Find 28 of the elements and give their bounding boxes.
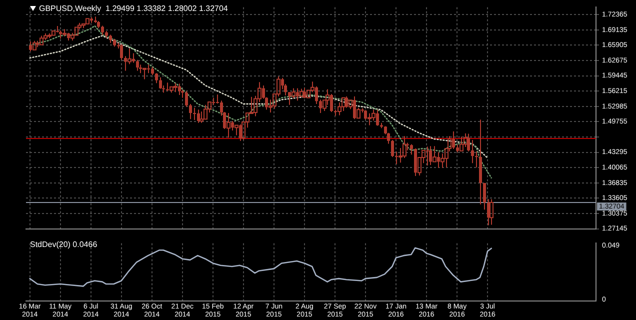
- candlestick: [391, 139, 394, 158]
- line-series: [29, 25, 492, 178]
- candlestick: [189, 103, 192, 120]
- candlestick: [197, 109, 200, 124]
- candlestick: [460, 136, 464, 152]
- line-series: [29, 35, 488, 159]
- candlestick: [200, 111, 204, 124]
- candlestick: [193, 107, 196, 121]
- candlestick: [475, 150, 478, 168]
- candlestick: [471, 139, 474, 164]
- candlestick: [120, 44, 123, 60]
- candlestick: [86, 18, 90, 24]
- candlestick: [490, 198, 494, 226]
- candlestick: [101, 25, 104, 36]
- candlestick: [155, 72, 158, 84]
- candlestick: [226, 112, 230, 138]
- chart-title: GBPUSD,Weekly 1.29499 1.33382 1.28002 1.32704: [39, 4, 228, 13]
- candlestick: [159, 76, 162, 90]
- candlestick: [368, 112, 372, 126]
- candlestick: [136, 59, 139, 72]
- candlestick: [410, 144, 413, 156]
- candlestick: [483, 182, 486, 210]
- chart-title: StdDev(20) 0.0466: [30, 240, 98, 249]
- candlestick: [185, 90, 188, 108]
- candlestick: [402, 136, 406, 158]
- candlestick: [467, 133, 470, 152]
- candlestick: [142, 68, 146, 80]
- candlestick: [52, 30, 56, 36]
